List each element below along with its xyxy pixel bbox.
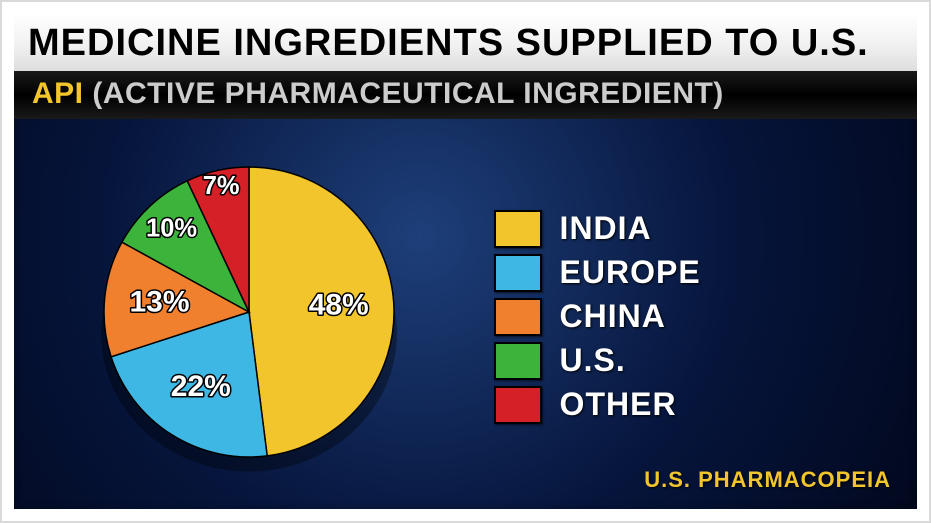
legend-swatch [494, 342, 542, 380]
subtitle-rest: (ACTIVE PHARMACEUTICAL INGREDIENT) [84, 77, 724, 110]
legend-label: EUROPE [560, 254, 701, 291]
legend: INDIA EUROPE CHINA U.S. OTHER [484, 194, 917, 430]
pie-slice-label: 13% [129, 285, 189, 318]
legend-item-india: INDIA [494, 210, 917, 248]
legend-label: CHINA [560, 298, 666, 335]
legend-swatch [494, 254, 542, 292]
pie-holder: 48% 22% 13% 10%7% [14, 119, 484, 504]
legend-item-europe: EUROPE [494, 254, 917, 292]
legend-label: INDIA [560, 210, 652, 247]
main-title: MEDICINE INGREDIENTS SUPPLIED TO U.S. [14, 14, 917, 71]
pie-slice-label: 7% [203, 172, 240, 200]
legend-item-china: CHINA [494, 298, 917, 336]
pie-chart: 48% 22% 13% 10%7% [14, 117, 489, 507]
legend-swatch [494, 386, 542, 424]
subtitle-bar: API (ACTIVE PHARMACEUTICAL INGREDIENT) [14, 71, 917, 119]
legend-swatch [494, 298, 542, 336]
chart-panel: MEDICINE INGREDIENTS SUPPLIED TO U.S. AP… [14, 14, 917, 509]
legend-item-u-s-: U.S. [494, 342, 917, 380]
pie-slice-label: 48% [308, 288, 368, 321]
source-attribution: U.S. PHARMACOPEIA [644, 467, 891, 493]
pie-slice-label: 22% [171, 369, 231, 402]
chart-area: 48% 22% 13% 10%7% INDIA EUROPE CHINA U.S. OTHER [14, 119, 917, 504]
legend-swatch [494, 210, 542, 248]
outer-frame: MEDICINE INGREDIENTS SUPPLIED TO U.S. AP… [0, 0, 931, 523]
legend-label: U.S. [560, 342, 626, 379]
legend-label: OTHER [560, 386, 677, 423]
pie-slice-label: 10% [146, 214, 197, 242]
legend-item-other: OTHER [494, 386, 917, 424]
subtitle-highlight: API [32, 77, 84, 110]
